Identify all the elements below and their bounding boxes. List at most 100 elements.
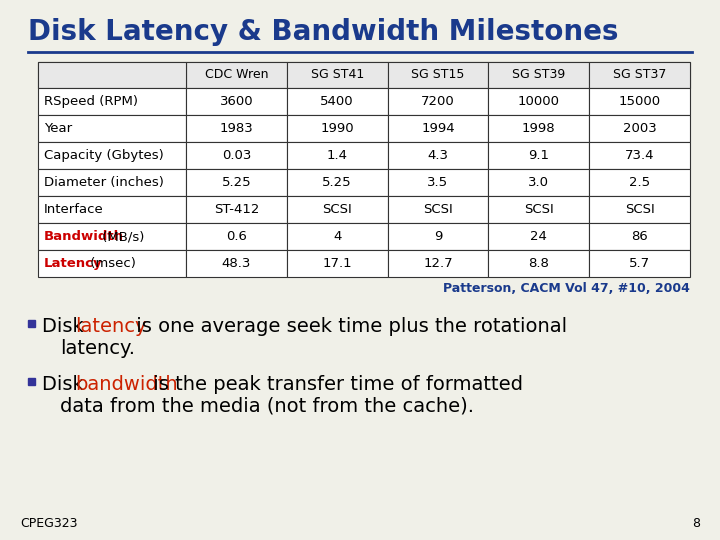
Text: 8: 8: [692, 517, 700, 530]
Text: (MB/s): (MB/s): [98, 230, 145, 243]
Text: latency: latency: [75, 317, 146, 336]
Bar: [38, 62, 186, 88]
Text: 12.7: 12.7: [423, 257, 453, 270]
Bar: [186, 196, 287, 223]
Bar: [488, 88, 589, 115]
Text: 17.1: 17.1: [323, 257, 352, 270]
Text: 15000: 15000: [618, 95, 661, 108]
Text: is one average seek time plus the rotational: is one average seek time plus the rotati…: [130, 317, 567, 336]
Text: bandwidth: bandwidth: [75, 375, 178, 394]
Text: Bandwidth: Bandwidth: [44, 230, 124, 243]
Bar: [589, 88, 690, 115]
Text: 5.7: 5.7: [629, 257, 650, 270]
Bar: [589, 169, 690, 196]
Text: 1994: 1994: [421, 122, 455, 135]
Bar: [38, 169, 186, 196]
Bar: [38, 142, 186, 169]
Text: 2.5: 2.5: [629, 176, 650, 189]
Text: Interface: Interface: [44, 203, 104, 216]
Text: RSpeed (RPM): RSpeed (RPM): [44, 95, 138, 108]
Bar: [387, 62, 488, 88]
Bar: [186, 88, 287, 115]
Bar: [287, 142, 387, 169]
Bar: [186, 62, 287, 88]
Text: 1983: 1983: [220, 122, 253, 135]
Text: 3600: 3600: [220, 95, 253, 108]
Text: 9.1: 9.1: [528, 149, 549, 162]
Text: 1998: 1998: [522, 122, 556, 135]
Text: 86: 86: [631, 230, 648, 243]
Text: data from the media (not from the cache).: data from the media (not from the cache)…: [60, 397, 474, 416]
Text: latency.: latency.: [60, 339, 135, 358]
Text: 48.3: 48.3: [222, 257, 251, 270]
Text: 0.6: 0.6: [226, 230, 247, 243]
Bar: [28, 378, 35, 385]
Text: 3.0: 3.0: [528, 176, 549, 189]
Text: SG ST15: SG ST15: [411, 69, 464, 82]
Bar: [488, 115, 589, 142]
Bar: [38, 115, 186, 142]
Bar: [287, 223, 387, 250]
Bar: [387, 223, 488, 250]
Bar: [387, 169, 488, 196]
Text: Capacity (Gbytes): Capacity (Gbytes): [44, 149, 163, 162]
Bar: [186, 223, 287, 250]
Bar: [589, 115, 690, 142]
Text: (msec): (msec): [86, 257, 136, 270]
Text: 4: 4: [333, 230, 341, 243]
Text: 73.4: 73.4: [625, 149, 654, 162]
Text: SCSI: SCSI: [323, 203, 352, 216]
Bar: [287, 115, 387, 142]
Text: 5400: 5400: [320, 95, 354, 108]
Text: 5.25: 5.25: [222, 176, 251, 189]
Bar: [387, 142, 488, 169]
Text: Diameter (inches): Diameter (inches): [44, 176, 164, 189]
Text: SG ST41: SG ST41: [310, 69, 364, 82]
Text: 1990: 1990: [320, 122, 354, 135]
Bar: [287, 62, 387, 88]
Bar: [38, 250, 186, 277]
Text: 1.4: 1.4: [327, 149, 348, 162]
Text: 7200: 7200: [421, 95, 455, 108]
Bar: [488, 196, 589, 223]
Text: 10000: 10000: [518, 95, 560, 108]
Text: Disk Latency & Bandwidth Milestones: Disk Latency & Bandwidth Milestones: [28, 18, 618, 46]
Text: Disk: Disk: [42, 317, 90, 336]
Bar: [28, 320, 35, 327]
Bar: [38, 196, 186, 223]
Text: CPEG323: CPEG323: [20, 517, 78, 530]
Bar: [488, 250, 589, 277]
Bar: [287, 169, 387, 196]
Text: SG ST39: SG ST39: [512, 69, 565, 82]
Bar: [589, 196, 690, 223]
Text: is the peak transfer time of formatted: is the peak transfer time of formatted: [147, 375, 523, 394]
Bar: [38, 223, 186, 250]
Bar: [287, 250, 387, 277]
Bar: [387, 196, 488, 223]
Bar: [186, 169, 287, 196]
Text: 8.8: 8.8: [528, 257, 549, 270]
Bar: [387, 250, 488, 277]
Text: SCSI: SCSI: [524, 203, 554, 216]
Text: SCSI: SCSI: [625, 203, 654, 216]
Bar: [488, 223, 589, 250]
Text: 5.25: 5.25: [323, 176, 352, 189]
Bar: [589, 62, 690, 88]
Bar: [186, 142, 287, 169]
Text: SG ST37: SG ST37: [613, 69, 666, 82]
Bar: [589, 250, 690, 277]
Text: 2003: 2003: [623, 122, 657, 135]
Bar: [589, 142, 690, 169]
Bar: [38, 62, 690, 88]
Text: SCSI: SCSI: [423, 203, 453, 216]
Bar: [488, 169, 589, 196]
Text: Year: Year: [44, 122, 72, 135]
Text: ST-412: ST-412: [214, 203, 259, 216]
Bar: [387, 115, 488, 142]
Text: 3.5: 3.5: [428, 176, 449, 189]
Text: CDC Wren: CDC Wren: [204, 69, 268, 82]
Bar: [38, 88, 186, 115]
Bar: [186, 250, 287, 277]
Text: Latency: Latency: [44, 257, 103, 270]
Text: 4.3: 4.3: [428, 149, 449, 162]
